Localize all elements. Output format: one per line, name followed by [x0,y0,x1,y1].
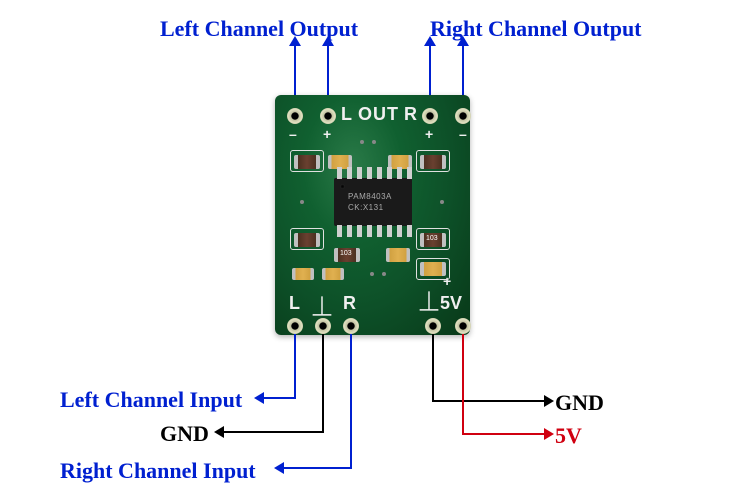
smd-r1 [294,155,320,169]
silk-gndmark: ⏊ [313,293,331,319]
hole-in-r [343,318,359,334]
silk-OUT: OUT [358,104,399,125]
silk-L-in: L [289,293,300,314]
chip-pin [387,167,392,179]
chip-pin [397,167,402,179]
smd-r4 [420,155,446,169]
via [372,140,376,144]
hole-out-r-plus [422,108,438,124]
arrow-left-in-h [262,397,296,399]
via [370,272,374,276]
chip-pin [357,225,362,237]
chip-pin [347,167,352,179]
right-channel-input-label: Right Channel Input [60,458,256,484]
via [300,200,304,204]
silk-R-out: R [404,104,417,125]
chip-marking-2: CK:X131 [348,203,384,212]
chip-pin [347,225,352,237]
silk-5V: 5V [440,293,462,314]
smd-c6 [420,262,446,276]
left-channel-input-label: Left Channel Input [60,387,242,413]
hole-out-l-plus [320,108,336,124]
chip-pin [337,167,342,179]
smd-r5: 103 [420,233,446,247]
via [440,200,444,204]
chip-pin [367,225,372,237]
smd-r3: 103 [334,248,360,262]
silk-minus-tl: – [289,126,297,142]
arrow-gnd-right-v [432,334,434,401]
arrow-5v-h [462,433,546,435]
chip-marking-1: PAM8403A [348,192,392,201]
silk-L-out: L [341,104,352,125]
arrow-gnd-left-h [222,431,324,433]
silk-plus-tr: + [425,126,433,142]
hole-out-l-minus [287,108,303,124]
arrow-5v-v [462,334,464,434]
chip-pin [387,225,392,237]
hole-in-gnd [315,318,331,334]
silk-minus-tr: – [459,126,467,142]
silk-R-in: R [343,293,356,314]
smd-c2 [386,248,410,262]
chip-pin [367,167,372,179]
silk-plus-tl: + [323,126,331,142]
smd-c4 [292,268,314,280]
chip-pin [407,225,412,237]
hole-in-l [287,318,303,334]
silk-gndmark2: ⏊ [420,288,438,314]
arrow-right-in-h [282,467,352,469]
gnd-right-label: GND [555,390,604,416]
chip-pin [357,167,362,179]
smd-c5 [322,268,344,280]
v5-label: 5V [555,423,582,449]
hole-pwr-5v [455,318,471,334]
chip-pin [337,225,342,237]
chip-pin [377,167,382,179]
arrow-gnd-left-v [322,334,324,432]
via [360,140,364,144]
hole-out-r-minus [455,108,471,124]
arrow-right-in-v [350,334,352,468]
chip-pin [377,225,382,237]
chip-pam8403: PAM8403A CK:X131 [334,178,412,226]
chip-pin [407,167,412,179]
hole-pwr-gnd [425,318,441,334]
chip-pin [397,225,402,237]
arrow-left-in-v [294,334,296,398]
via [382,272,386,276]
smd-r2 [294,233,320,247]
gnd-left-label: GND [160,421,209,447]
arrow-gnd-right-h [432,400,546,402]
